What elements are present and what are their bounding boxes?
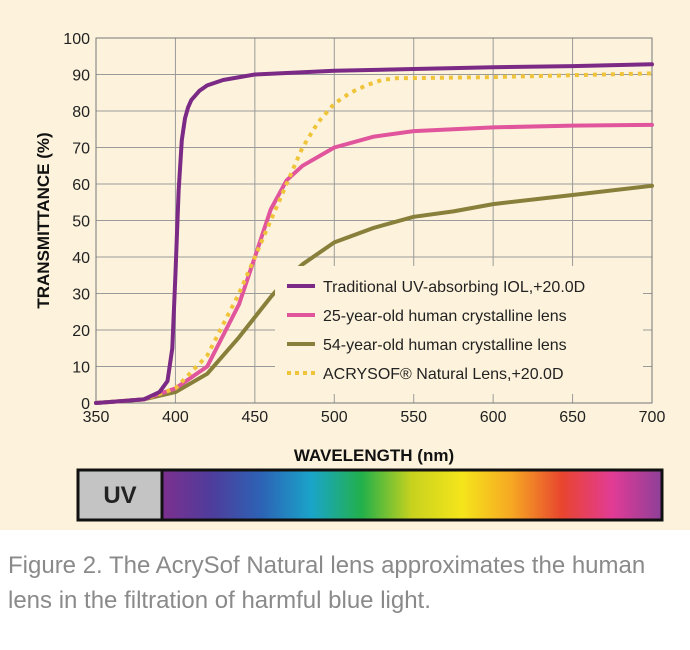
x-tick-label: 550: [400, 409, 427, 426]
x-tick-label: 650: [559, 409, 586, 426]
uv-label: UV: [103, 482, 136, 509]
y-tick-label: 50: [72, 214, 90, 231]
y-tick-label: 0: [81, 396, 90, 413]
legend-label-1: Traditional UV-absorbing IOL,+20.0D: [323, 279, 585, 296]
x-tick-label: 600: [480, 409, 507, 426]
y-tick-label: 40: [72, 250, 90, 267]
y-tick-label: 60: [72, 177, 90, 194]
y-tick-label: 10: [72, 360, 90, 377]
visible-spectrum-bar: [162, 470, 662, 520]
x-tick-label: 350: [83, 409, 110, 426]
series-line-1: [94, 62, 654, 405]
y-tick-label: 100: [63, 31, 90, 48]
x-axis-title: WAVELENGTH (nm): [294, 446, 454, 465]
legend-label-4: ACRYSOF® Natural Lens,+20.0D: [323, 366, 564, 383]
y-axis-title: TRANSMITTANCE (%): [34, 132, 53, 308]
y-tick-label: 90: [72, 68, 90, 85]
legend-label-2: 25-year-old human crystalline lens: [323, 308, 567, 325]
y-tick-label: 20: [72, 323, 90, 340]
y-tick-label: 30: [72, 287, 90, 304]
x-tick-label: 500: [321, 409, 348, 426]
x-tick-label: 700: [639, 409, 666, 426]
x-tick-label: 400: [162, 409, 189, 426]
transmittance-chart: 350 400 450 500 550 600 650 700 0 10 20 30 40 50 60 70 8…: [34, 31, 666, 522]
plot-frame: [95, 37, 653, 404]
spectrum-bar-frame: [76, 468, 664, 522]
y-tick-label: 80: [72, 104, 90, 121]
series-line-3: [94, 183, 654, 405]
y-tick-label: 70: [72, 141, 90, 158]
figure-caption: Figure 2. The AcrySof Natural lens appro…: [8, 552, 646, 614]
chart-panel: 350 400 450 500 550 600 650 700 0 10 20 30 40 50 60 70 8…: [0, 0, 690, 530]
series-line-4: [95, 71, 653, 405]
legend-box: [275, 266, 643, 394]
uv-region: [78, 470, 162, 520]
x-tick-label: 450: [242, 409, 269, 426]
series-line-2: [94, 122, 654, 405]
legend-label-3: 54-year-old human crystalline lens: [323, 337, 567, 354]
